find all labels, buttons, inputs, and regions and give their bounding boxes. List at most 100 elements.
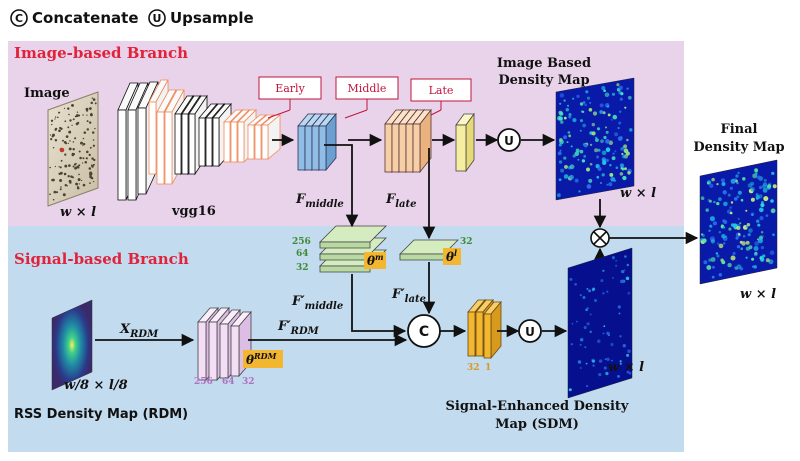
density-hotspot — [703, 260, 708, 265]
density-hotspot — [760, 230, 764, 234]
density-hotspot — [579, 149, 584, 154]
density-hotspot — [761, 204, 764, 207]
density-hotspot — [598, 372, 602, 377]
density-hotspot — [576, 320, 578, 323]
crowd-person-mark — [72, 118, 75, 121]
svg-text:θl: θl — [446, 248, 457, 264]
crowd-person-mark — [75, 182, 79, 186]
sdm-decoder-block — [467, 298, 502, 360]
density-hotspot — [742, 234, 746, 238]
input-image — [47, 91, 99, 207]
density-hotspot — [736, 225, 741, 231]
density-hotspot — [586, 184, 592, 189]
density-hotspot — [711, 275, 715, 279]
svg-text:C: C — [419, 324, 429, 340]
density-hotspot — [615, 259, 618, 262]
density-hotspot — [617, 305, 621, 309]
density-hotspot — [610, 342, 614, 347]
crowd-person-mark — [69, 119, 72, 122]
upsample-icon — [148, 9, 166, 27]
density-hotspot — [615, 264, 618, 267]
rdm-size-label: w/8 × l/8 — [64, 378, 128, 393]
crowd-person-mark — [51, 123, 53, 126]
crowd-person-mark — [50, 138, 53, 141]
density-hotspot — [609, 164, 612, 167]
density-hotspot — [767, 184, 772, 189]
density-hotspot — [751, 213, 754, 216]
crowd-person-mark — [59, 179, 63, 182]
crowd-person-mark — [65, 135, 69, 138]
density-hotspot — [597, 148, 601, 152]
density-hotspot — [619, 360, 622, 363]
crowd-person-mark — [49, 193, 51, 196]
arrow-fmiddle-to-theta-m — [324, 144, 359, 228]
density-hotspot — [572, 97, 575, 100]
density-hotspot — [736, 264, 742, 270]
crowd-person-mark — [74, 137, 77, 140]
density-hotspot — [612, 114, 618, 120]
density-hotspot — [716, 201, 720, 206]
density-hotspot — [586, 167, 590, 172]
crowd-person-mark — [86, 128, 90, 131]
density-hotspot — [754, 171, 758, 175]
crowd-person-mark — [82, 183, 86, 187]
density-hotspot — [735, 179, 739, 183]
crowd-person-mark — [90, 101, 93, 105]
density-hotspot — [711, 177, 715, 182]
density-hotspot — [718, 273, 723, 277]
density-hotspot — [603, 366, 607, 370]
theta-l-ch-32: 32 — [460, 237, 473, 247]
crowd-person-mark — [80, 179, 83, 182]
crowd-person-mark — [90, 112, 93, 115]
crowd-person-mark — [91, 131, 95, 134]
density-hotspot — [571, 322, 574, 325]
density-hotspot — [741, 241, 746, 246]
density-hotspot — [558, 178, 562, 182]
crowd-person-mark — [92, 180, 95, 183]
density-hotspot — [574, 282, 577, 286]
density-hotspot — [577, 158, 580, 161]
density-hotspot — [729, 211, 733, 215]
crowd-person-mark — [76, 165, 80, 169]
density-hotspot — [577, 360, 582, 364]
rdm-encoder-block — [197, 306, 252, 382]
density-hotspot — [600, 139, 604, 143]
density-hotspot — [604, 92, 610, 98]
density-hotspot — [757, 238, 763, 244]
density-hotspot — [708, 229, 711, 232]
density-hotspot — [599, 103, 604, 108]
density-hotspot — [586, 385, 589, 388]
density-hotspot — [559, 149, 562, 152]
crowd-person-mark — [69, 181, 72, 184]
upsample-node-top: U — [497, 128, 521, 152]
sdm-caption-1: Signal-Enhanced Density — [446, 399, 629, 414]
density-hotspot — [706, 181, 710, 185]
crowd-person-mark — [91, 173, 93, 175]
density-hotspot — [712, 265, 715, 269]
density-hotspot — [737, 190, 742, 195]
sdm-caption-2: Map (SDM) — [495, 417, 579, 432]
density-hotspot — [735, 174, 739, 178]
crowd-person-mark — [67, 175, 70, 178]
density-hotspot — [626, 353, 630, 357]
density-hotspot — [718, 243, 724, 249]
legend: C Concatenate U Upsample — [10, 9, 254, 27]
density-hotspot — [589, 101, 592, 104]
density-hotspot — [579, 119, 584, 123]
density-hotspot — [736, 195, 740, 199]
density-hotspot — [584, 144, 588, 148]
density-hotspot — [565, 108, 569, 112]
density-hotspot — [717, 242, 720, 245]
sdm-ch-32: 32 — [467, 363, 480, 373]
density-hotspot — [718, 230, 722, 234]
density-hotspot — [715, 252, 719, 255]
stage-late: Late — [410, 78, 472, 102]
crowd-person-mark — [78, 150, 81, 153]
density-hotspot — [583, 325, 587, 330]
crowd-person-mark — [94, 127, 96, 130]
density-hotspot — [750, 181, 755, 186]
density-hotspot — [619, 172, 624, 176]
density-hotspot — [612, 277, 615, 279]
density-hotspot — [604, 358, 607, 361]
crowd-person-mark — [52, 198, 55, 201]
